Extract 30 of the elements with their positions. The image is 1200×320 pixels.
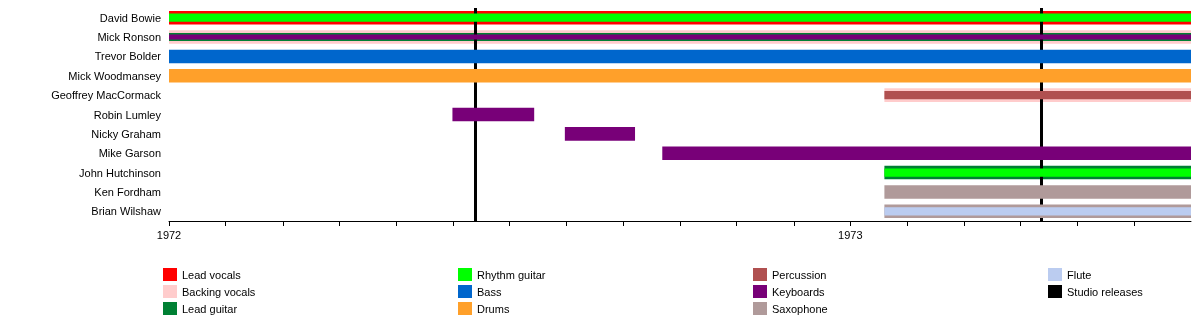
bar — [564, 127, 636, 141]
legend-label: Flute — [1067, 268, 1092, 281]
legend-label: Studio releases — [1067, 285, 1144, 298]
legend-label: Keyboards — [772, 285, 826, 298]
legend-label: Lead guitar — [182, 302, 238, 315]
y-tick-label: John Hutchinson — [79, 166, 161, 179]
y-tick-label: Mick Ronson — [97, 31, 161, 44]
y-tick-label: Ken Fordham — [94, 185, 161, 198]
legend-label: Drums — [477, 302, 510, 315]
bar — [169, 69, 1191, 83]
legend-label: Lead vocals — [182, 268, 242, 281]
y-tick-label: Mick Woodmansey — [68, 69, 162, 82]
y-tick-label: Geoffrey MacCormack — [51, 89, 162, 102]
x-tick-label: 1972 — [156, 228, 182, 241]
y-tick-label: Robin Lumley — [93, 108, 162, 121]
bar — [169, 49, 1191, 64]
legend-label: Percussion — [772, 268, 827, 281]
x-tick-label: 1973 — [838, 228, 863, 241]
y-tick-label: Mike Garson — [98, 147, 161, 160]
bar — [452, 107, 535, 122]
bar — [662, 146, 1191, 160]
legend-label: Backing vocals — [182, 285, 256, 298]
y-tick-label: Trevor Bolder — [94, 50, 162, 63]
legend-label: Bass — [477, 285, 502, 298]
y-tick-label: David Bowie — [99, 11, 161, 24]
legend-label: Saxophone — [772, 302, 828, 315]
y-tick-label: Brian Wilshaw — [91, 205, 162, 218]
bar — [884, 185, 1191, 199]
legend-label: Rhythm guitar — [477, 268, 546, 281]
y-tick-label: Nicky Graham — [91, 127, 161, 140]
